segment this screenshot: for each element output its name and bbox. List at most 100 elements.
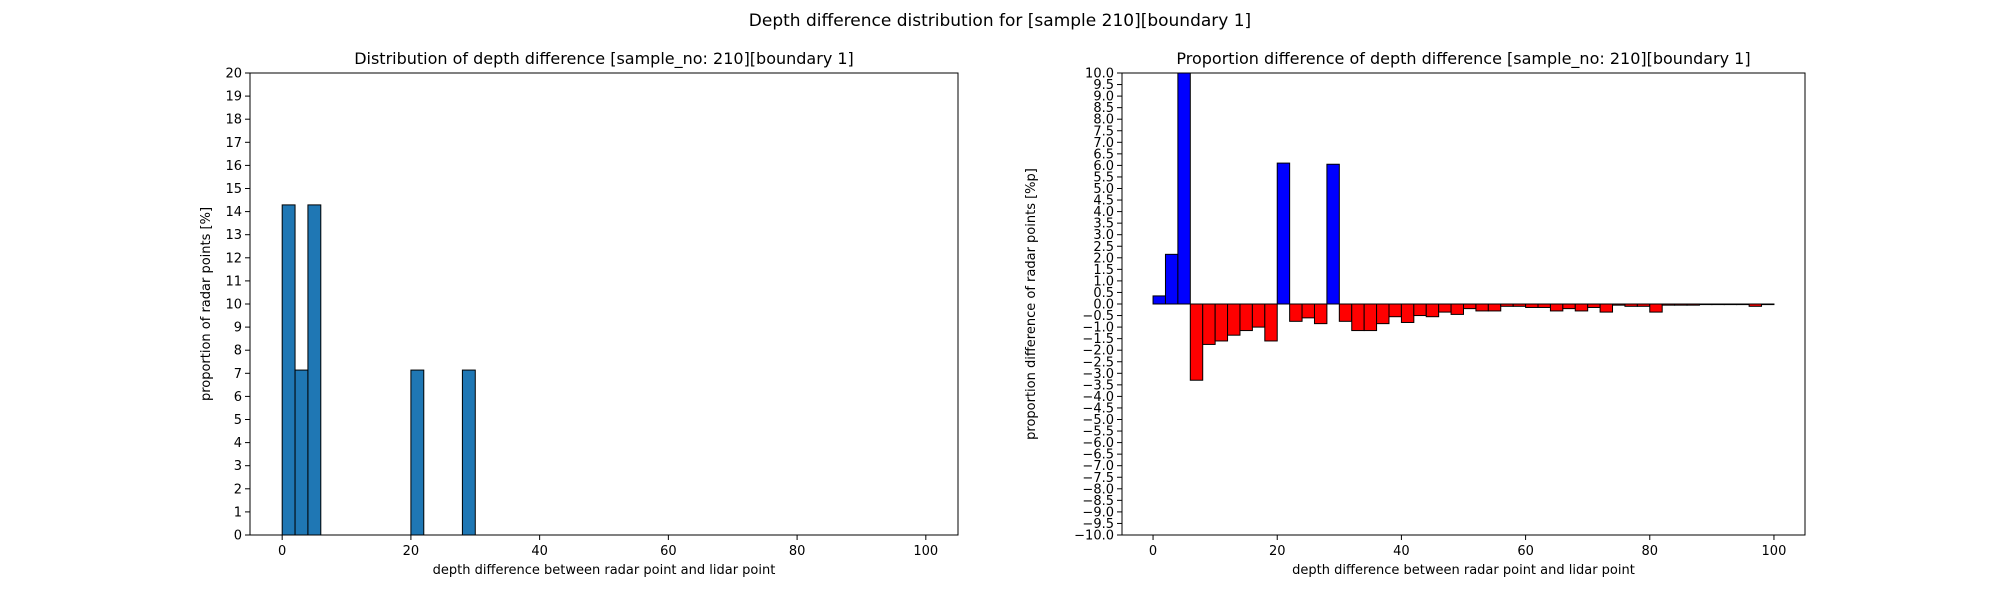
y-tick-label: −7.0: [1082, 459, 1114, 474]
y-tick-label: 5.5: [1093, 170, 1114, 185]
y-tick-label: −9.0: [1082, 505, 1114, 520]
y-tick-label: 10: [225, 298, 242, 313]
bar: [1289, 303, 1303, 322]
bar: [1313, 303, 1328, 325]
y-tick-label: −10.0: [1074, 529, 1114, 544]
bar: [1736, 303, 1750, 306]
bar: [1599, 303, 1614, 313]
bar: [1698, 303, 1713, 306]
y-tick-label: 3: [234, 459, 242, 474]
y-tick-label: 19: [225, 90, 242, 105]
y-tick-label: 2.5: [1093, 240, 1114, 255]
y-tick-label: 17: [225, 136, 242, 151]
bar: [1276, 162, 1291, 305]
bar: [1537, 303, 1551, 308]
x-axis-label: depth difference between radar point and…: [1292, 563, 1635, 578]
y-tick-label: 0.0: [1093, 298, 1114, 313]
bar: [1475, 303, 1489, 312]
x-tick-label: 20: [1269, 544, 1286, 559]
distribution-chart: 0 20 40 60 80 1000123456789101112131415161718…: [199, 49, 959, 578]
y-axis-label: proportion difference of radar points [%…: [1024, 168, 1039, 440]
y-tick-label: −7.5: [1082, 471, 1114, 486]
bar: [307, 204, 322, 536]
bar: [1227, 303, 1241, 336]
bar: [1574, 303, 1589, 312]
y-tick-label: −4.0: [1082, 390, 1114, 405]
bar: [1338, 303, 1353, 322]
y-tick-label: −1.5: [1082, 332, 1114, 347]
bar: [1562, 303, 1576, 310]
y-tick-label: 1: [234, 505, 242, 520]
y-tick-label: 4.5: [1093, 194, 1114, 209]
y-tick-label: 9.0: [1093, 90, 1114, 105]
y-tick-label: 14: [225, 205, 242, 220]
y-tick-label: 11: [225, 274, 242, 289]
y-tick-label: 9: [234, 321, 242, 336]
bar: [1686, 303, 1700, 306]
bars-group: [1152, 72, 1775, 381]
y-tick-label: 6.5: [1093, 147, 1114, 162]
y-tick-label: 3.5: [1093, 217, 1114, 232]
bar: [1388, 303, 1402, 318]
y-tick-label: −2.0: [1082, 344, 1114, 359]
bar: [1624, 303, 1638, 307]
x-tick-label: 40: [531, 544, 548, 559]
y-tick-label: −4.5: [1082, 401, 1114, 416]
bar: [1748, 303, 1763, 307]
y-tick-label: 5.0: [1093, 182, 1114, 197]
bar: [1450, 303, 1464, 315]
bar: [1413, 303, 1427, 317]
y-tick-label: −9.5: [1082, 517, 1114, 532]
y-tick-label: −2.5: [1082, 355, 1114, 370]
x-tick-label: 100: [1762, 544, 1787, 559]
bar: [1189, 303, 1204, 381]
y-tick-label: −0.5: [1082, 309, 1114, 324]
y-tick-label: 8.0: [1093, 113, 1114, 128]
x-axis-label: depth difference between radar point and…: [433, 563, 776, 578]
x-tick-label: 80: [1641, 544, 1658, 559]
y-tick-label: 7.5: [1093, 124, 1114, 139]
y-tick-label: 5: [234, 413, 242, 428]
bar: [1525, 303, 1539, 308]
y-tick-label: 16: [225, 159, 242, 174]
y-tick-label: −5.5: [1082, 425, 1114, 440]
bar: [1723, 303, 1738, 306]
y-tick-label: 1.5: [1093, 263, 1114, 278]
y-tick-label: 12: [225, 251, 242, 266]
y-tick-label: 8.5: [1093, 101, 1114, 116]
chart-title: Proportion difference of depth differenc…: [1176, 49, 1750, 69]
x-tick-label: 60: [1517, 544, 1534, 559]
chart-title: Distribution of depth difference [sample…: [354, 49, 854, 69]
proportion-difference-chart: 0 20 40 60 80 100 −10.0−9.5−9.0−8.5−8.0−7.5−7.…: [1024, 49, 1806, 578]
x-tick-label: 0: [278, 544, 286, 559]
bar: [1587, 303, 1601, 308]
bar: [1326, 163, 1340, 305]
bar: [1661, 303, 1676, 306]
bar: [410, 369, 425, 536]
y-tick-label: −8.5: [1082, 494, 1114, 509]
bar: [1202, 303, 1216, 345]
y-tick-label: 20: [225, 67, 242, 82]
bar: [1425, 303, 1440, 318]
y-tick-label: 4.0: [1093, 205, 1114, 220]
bar: [1761, 303, 1775, 306]
y-tick-label: 8: [234, 344, 242, 359]
y-tick-label: −3.5: [1082, 378, 1114, 393]
bar: [1251, 303, 1266, 328]
y-tick-label: −6.0: [1082, 436, 1114, 451]
x-tick-label: 40: [1393, 544, 1410, 559]
y-tick-label: 13: [225, 228, 242, 243]
bars-group: [281, 204, 476, 536]
y-tick-label: 10.0: [1085, 67, 1114, 82]
figure-suptitle: Depth difference distribution for [sampl…: [749, 11, 1251, 31]
y-axis-label: proportion of radar points [%]: [199, 207, 214, 401]
bar: [1512, 303, 1527, 307]
x-tick-label: 60: [660, 544, 677, 559]
bar: [1400, 303, 1415, 323]
y-tick-label: −1.0: [1082, 321, 1114, 336]
bar: [1264, 303, 1278, 342]
bar: [294, 369, 309, 536]
y-tick-label: 7.0: [1093, 136, 1114, 151]
bar: [1363, 303, 1378, 332]
